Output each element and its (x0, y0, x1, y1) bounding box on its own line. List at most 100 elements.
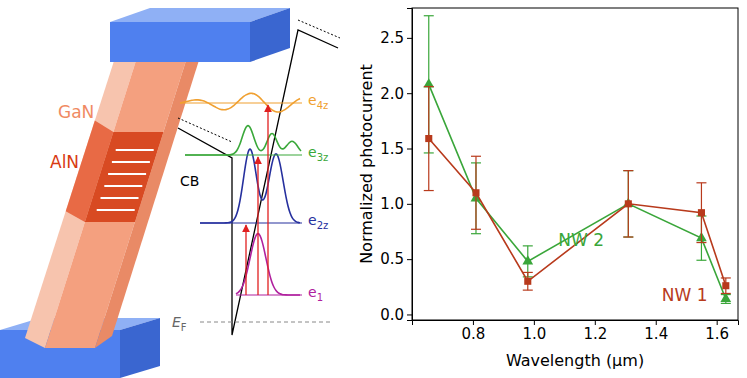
band-guide (298, 20, 340, 38)
error-bar-cap (471, 233, 481, 234)
contact-front (110, 22, 250, 62)
level-label: e2z (308, 212, 328, 231)
y-tick-mark (407, 149, 412, 150)
x-axis: 0.8 1.0 1.2 1.4 1.6 (413, 320, 739, 343)
material-label: GaN (58, 102, 94, 122)
error-bar (696, 183, 706, 243)
level-sub: 2z (317, 220, 329, 231)
marker (720, 293, 731, 302)
error-bar (424, 87, 434, 191)
energy-level (180, 102, 302, 103)
y-tick-mark (407, 204, 412, 205)
marker (698, 209, 705, 216)
x-tick-label: 1.0 (522, 325, 546, 343)
error-bar (623, 171, 633, 237)
series-label: NW 1 (662, 285, 708, 305)
y-tick-mark (407, 314, 412, 315)
band-guide (178, 118, 232, 142)
marker (625, 200, 632, 207)
quantum-well (116, 149, 154, 151)
x-tick-label: 1.6 (705, 325, 729, 343)
level-label: e3z (308, 144, 328, 163)
marker (524, 278, 531, 285)
x-tick-label: 0.8 (462, 325, 486, 343)
y-tick: 2.5 (380, 29, 412, 47)
error-bar-cap (721, 303, 731, 304)
error-bar-cap (721, 277, 731, 278)
y-tick-mark (407, 259, 412, 260)
error-bar (471, 156, 481, 229)
error-bar-cap (623, 236, 633, 237)
error-bar-cap (623, 236, 633, 237)
marker (423, 78, 434, 87)
y-axis-line (407, 9, 413, 321)
quantum-well (108, 173, 146, 175)
y-axis: 0.0 0.5 1.0 1.5 2.0 2.5 (380, 9, 412, 324)
transition-arrow (257, 157, 258, 295)
figure: GaNAlNCBEFe1e2ze3ze4z0.81.01.21.41.60.00… (0, 0, 747, 378)
band-label: CB (180, 173, 199, 189)
y-tick-label: 1.0 (380, 195, 404, 213)
error-bar-cap (471, 156, 481, 157)
wavefunction (185, 126, 301, 155)
y-tick-mark (407, 93, 412, 94)
quantum-well (104, 185, 142, 187)
transition-arrow (245, 225, 246, 295)
level-sub: 3z (317, 152, 329, 163)
y-tick-label: 0.5 (380, 250, 404, 268)
contact-side (250, 8, 290, 62)
y-tick-label: 1.5 (380, 140, 404, 158)
quantum-well (112, 161, 150, 163)
conduction-band (178, 30, 338, 335)
x-tick-label: 1.4 (644, 325, 668, 343)
material-label: AlN (50, 152, 79, 172)
error-bar-cap (424, 190, 434, 191)
y-tick-mark (407, 38, 412, 39)
error-bar-cap (523, 290, 533, 291)
x-axis-title: Wavelength (µm) (506, 351, 644, 370)
error-bar-cap (424, 86, 434, 87)
y-tick: 2.0 (380, 84, 412, 102)
series (423, 16, 731, 304)
error-bar-cap (623, 170, 633, 171)
plot-marks (423, 16, 731, 304)
y-tick: 0.0 (380, 306, 412, 324)
level-label: e1 (308, 284, 323, 303)
chart: 0.8 1.0 1.2 1.4 1.6 0.0 0.5 1.0 1.5 2.0 2.5 Wavelen… (357, 8, 738, 370)
x-tick: 1.0 (522, 320, 546, 343)
error-bar-cap (696, 260, 706, 261)
quantum-well (101, 197, 139, 199)
fermi-sub: F (181, 322, 187, 333)
x-tick: 1.4 (644, 320, 668, 343)
y-axis-title: Normalized photocurrent (357, 64, 376, 264)
plot-frame (412, 8, 738, 320)
error-bar-cap (424, 15, 434, 16)
band-diagram: CBEFe1e2ze3ze4z (172, 20, 340, 335)
level-sub: 4z (317, 100, 329, 111)
error-bar-cap (471, 229, 481, 230)
series-label: NW 2 (558, 230, 604, 250)
transition-arrow (267, 105, 268, 295)
error-bar-cap (696, 182, 706, 183)
error-bar (623, 171, 633, 237)
error-bar-cap (696, 242, 706, 243)
y-tick-label: 0.0 (380, 306, 404, 324)
error-bar (523, 246, 533, 277)
wavefunction (180, 93, 300, 112)
y-tick-label: 2.5 (380, 29, 404, 47)
quantum-well (97, 209, 135, 211)
error-bar-cap (523, 245, 533, 246)
nanowire-diagram: GaNAlNCBEFe1e2ze3ze4z (0, 8, 340, 378)
marker (472, 189, 479, 196)
contact-side (120, 318, 160, 378)
fermi-label: EF (172, 314, 187, 333)
y-tick: 1.0 (380, 195, 412, 213)
x-tick: 1.2 (583, 320, 607, 343)
error-bar-cap (721, 293, 731, 294)
y-tick: 0.5 (380, 250, 412, 268)
x-tick: 1.6 (705, 320, 729, 343)
aln-front-face (85, 132, 163, 222)
series (424, 87, 731, 294)
y-tick: 1.5 (380, 140, 412, 158)
marker (522, 255, 533, 264)
